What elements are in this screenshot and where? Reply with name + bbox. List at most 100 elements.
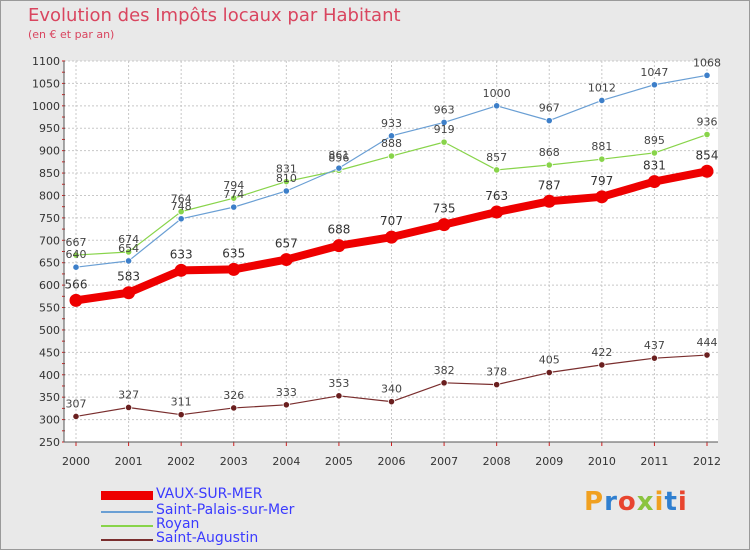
data-point-royan: [440, 138, 448, 146]
y-tick-label: 300: [39, 414, 60, 427]
grid-lines: [64, 60, 718, 443]
data-label-royan: 831: [276, 163, 297, 176]
data-label-royan: 895: [644, 134, 665, 147]
data-label-saint-augustin: 353: [328, 377, 349, 390]
legend-swatch-saint-palais-sur-mer: [101, 511, 153, 513]
data-point-royan: [387, 152, 396, 160]
data-label-saint-palais-sur-mer: 967: [539, 102, 560, 115]
data-label-saint-augustin: 378: [486, 366, 507, 379]
logo-letter: P: [584, 487, 605, 517]
data-label-saint-augustin: 327: [118, 388, 139, 401]
x-tick-label: 2004: [272, 455, 300, 468]
y-tick-label: 750: [39, 212, 60, 225]
logo-letter: t: [664, 487, 678, 517]
logo-letter: r: [604, 487, 618, 517]
y-tick-label: 550: [39, 302, 60, 315]
data-label-vaux-sur-mer: 635: [222, 246, 245, 260]
data-point-saint-augustin: [72, 412, 80, 421]
data-point-saint-augustin: [282, 401, 290, 409]
y-tick-label: 650: [39, 257, 60, 270]
data-label-vaux-sur-mer: 566: [65, 277, 88, 291]
data-point-saint-palais-sur-mer: [493, 102, 501, 110]
x-tick-label: 2006: [378, 455, 406, 468]
data-label-saint-palais-sur-mer: 640: [66, 248, 87, 261]
data-label-vaux-sur-mer: 854: [696, 148, 719, 162]
x-tick-label: 2001: [115, 455, 143, 468]
axes: 250 300 350 400 450 500 550 600 650 700 750 800 850 9…: [32, 55, 721, 468]
legend-label-saint-augustin: Saint-Augustin: [156, 530, 259, 546]
data-label-saint-palais-sur-mer: 861: [328, 149, 349, 162]
logo-letter: o: [617, 487, 637, 517]
data-label-royan: 794: [223, 179, 244, 192]
x-tick-label: 2002: [167, 455, 195, 468]
data-label-vaux-sur-mer: 831: [643, 159, 666, 173]
data-label-saint-augustin: 340: [381, 383, 402, 396]
data-point-vaux-sur-mer: [647, 175, 661, 189]
data-label-saint-augustin: 382: [434, 364, 455, 377]
data-label-saint-palais-sur-mer: 774: [223, 188, 244, 201]
data-point-royan: [703, 130, 711, 139]
x-tick-label: 2007: [430, 455, 458, 468]
y-tick-label: 1050: [32, 77, 60, 90]
data-point-royan: [124, 248, 133, 256]
data-point-royan: [177, 208, 185, 216]
x-tick-label: 2009: [535, 455, 563, 468]
data-point-vaux-sur-mer: [174, 263, 188, 277]
y-tick-label: 900: [39, 145, 60, 158]
data-point-vaux-sur-mer: [542, 194, 556, 208]
data-point-saint-palais-sur-mer: [72, 263, 80, 271]
logo-letter: i: [677, 487, 688, 517]
data-label-saint-augustin: 422: [591, 346, 612, 359]
data-point-saint-augustin: [124, 403, 133, 412]
data-label-royan: 881: [591, 140, 612, 153]
data-point-saint-augustin: [387, 398, 396, 406]
data-point-royan: [282, 177, 290, 186]
data-point-vaux-sur-mer: [595, 190, 609, 204]
chart-subtitle: (en € et par an): [28, 28, 115, 41]
data-label-saint-palais-sur-mer: 963: [434, 103, 455, 116]
legend-swatch-saint-augustin: [101, 539, 153, 541]
data-point-saint-augustin: [703, 351, 711, 359]
data-point-saint-augustin: [230, 404, 238, 412]
data-label-vaux-sur-mer: 633: [170, 247, 193, 261]
data-point-royan: [493, 166, 501, 174]
data-point-saint-augustin: [598, 361, 606, 369]
y-tick-label: 1000: [32, 100, 60, 113]
data-point-saint-augustin: [335, 392, 343, 400]
y-tick-label: 800: [39, 189, 60, 202]
logo-letter: x: [636, 487, 655, 517]
data-label-vaux-sur-mer: 735: [433, 202, 456, 216]
data-point-saint-augustin: [650, 354, 659, 362]
x-tick-label: 2012: [693, 455, 721, 468]
data-label-saint-palais-sur-mer: 748: [171, 200, 192, 213]
chart-title: Evolution des Impôts locaux par Habitant: [28, 5, 401, 26]
data-point-saint-palais-sur-mer: [335, 164, 343, 172]
proxiti-logo: Proxiti: [584, 487, 688, 517]
y-tick-label: 400: [39, 369, 60, 382]
data-label-vaux-sur-mer: 707: [380, 214, 403, 228]
data-label-royan: 919: [434, 123, 455, 136]
data-point-vaux-sur-mer: [700, 164, 714, 178]
data-labels: 566 583 633 635 657 688 707 735 763 787 797 831 854 6…: [65, 56, 721, 410]
data-point-royan: [545, 161, 553, 169]
data-point-saint-augustin: [493, 381, 501, 389]
data-point-vaux-sur-mer: [69, 293, 83, 307]
data-label-saint-palais-sur-mer: 810: [276, 172, 297, 185]
data-point-saint-palais-sur-mer: [440, 118, 448, 127]
data-label-saint-augustin: 405: [539, 354, 560, 367]
data-label-saint-palais-sur-mer: 1047: [640, 66, 668, 79]
data-label-vaux-sur-mer: 763: [485, 189, 508, 203]
legend-label-vaux-sur-mer: VAUX-SUR-MER: [156, 486, 263, 502]
y-tick-label: 700: [39, 234, 60, 247]
data-point-saint-augustin: [177, 411, 185, 419]
data-label-saint-augustin: 311: [171, 396, 192, 409]
legend-swatch-royan: [101, 525, 153, 527]
data-point-saint-palais-sur-mer: [124, 257, 133, 265]
data-point-saint-palais-sur-mer: [703, 71, 711, 79]
x-tick-label: 2010: [588, 455, 616, 468]
data-label-saint-augustin: 333: [276, 386, 297, 399]
data-point-royan: [230, 194, 238, 202]
data-label-royan: 868: [539, 146, 560, 159]
